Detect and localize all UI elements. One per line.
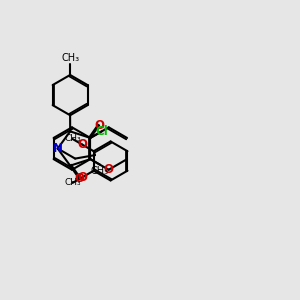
Text: O: O [77, 138, 87, 151]
Text: O: O [74, 172, 84, 185]
Text: N: N [53, 142, 63, 155]
Text: O: O [104, 163, 114, 176]
Text: CH₃: CH₃ [61, 53, 79, 63]
Text: Cl: Cl [95, 125, 108, 138]
Text: O: O [94, 119, 104, 132]
Text: O: O [77, 171, 87, 184]
Text: CH₃: CH₃ [64, 178, 81, 188]
Text: CH₃: CH₃ [91, 166, 109, 176]
Text: CH₃: CH₃ [64, 134, 81, 143]
